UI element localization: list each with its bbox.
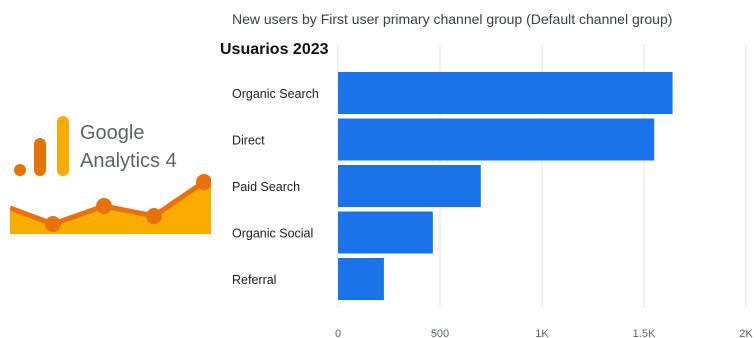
bar [338,118,655,161]
analytics-bars-icon [14,116,69,176]
x-tick-label: 2K [739,328,753,338]
bar [338,258,384,300]
x-tick-label: 1K [535,328,549,338]
overlay-heading: Usuarios 2023 [220,41,329,58]
bar [338,165,481,207]
bar [338,72,673,114]
logo-text-analytics: Analytics 4 [80,150,177,172]
category-label: Paid Search [232,180,300,194]
category-label: Direct [232,134,265,148]
category-label: Referral [232,273,276,287]
logo-trend-graphic [10,174,211,234]
chart-title: New users by First user primary channel … [232,11,673,27]
x-tick-label: 0 [335,328,341,338]
category-label: Organic Search [232,87,319,101]
x-tick-label: 1.5K [633,328,656,338]
logo-text-google: Google [80,122,145,144]
x-tick-label: 500 [431,328,449,338]
category-label: Organic Social [232,227,313,241]
bar [338,211,433,254]
google-analytics-logo: Google Analytics 4 [10,112,211,234]
